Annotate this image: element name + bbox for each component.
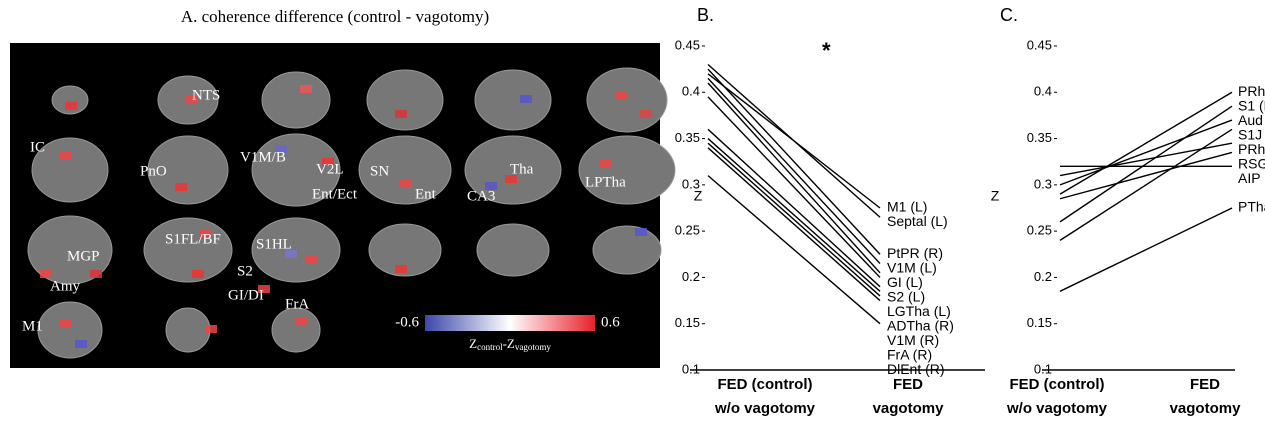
activation-blob: [400, 180, 412, 188]
colorbar: [425, 315, 595, 331]
panel-title: B.: [697, 5, 714, 25]
region-label: LPTha: [585, 174, 626, 190]
y-tick-label: 0.15: [1027, 315, 1052, 330]
region-label: MGP: [67, 248, 100, 264]
region-label: SN: [370, 163, 389, 179]
colorbar-max: 0.6: [601, 314, 620, 330]
activation-blob: [300, 85, 312, 93]
activation-blob: [295, 318, 307, 326]
x-tick-label: FED (control): [1010, 376, 1105, 393]
series-label: AIP (R): [1238, 170, 1265, 186]
activation-blob: [205, 325, 217, 333]
series-label: PTha (R): [1238, 199, 1265, 215]
y-tick-label: 0.4: [1034, 84, 1052, 99]
y-axis-label: Z: [991, 188, 1000, 204]
label-part: Z: [469, 336, 477, 351]
activation-blob: [65, 102, 77, 110]
region-label: Amy: [50, 278, 81, 294]
y-tick-label: 0.25: [675, 223, 700, 238]
series-line: [708, 65, 880, 218]
y-tick-label: 0.25: [1027, 223, 1052, 238]
region-label: Ent: [415, 186, 437, 202]
colorbar-min: -0.6: [395, 314, 419, 330]
y-tick-label: 0.1: [682, 361, 700, 376]
brain-slice: [477, 224, 549, 276]
label-part: vagotomy: [515, 342, 551, 352]
series-label: Septal (L): [887, 213, 948, 229]
region-label: NTS: [192, 87, 220, 103]
y-tick-label: 0.45: [675, 37, 700, 52]
activation-blob: [90, 270, 102, 278]
label-part: control: [477, 342, 503, 352]
region-label: Tha: [510, 161, 534, 177]
x-tick-label: FED: [1190, 376, 1220, 393]
y-tick-label: 0.35: [675, 130, 700, 145]
brain-slice: [593, 226, 661, 274]
y-tick-label: 0.45: [1027, 37, 1052, 52]
x-tick-label: FED: [893, 376, 923, 393]
activation-blob: [175, 183, 187, 191]
region-label: S1HL: [256, 236, 292, 252]
x-tick-label: w/o vagotomy: [714, 400, 816, 417]
panel-title: C.: [1000, 5, 1018, 25]
figure: A. coherence difference (control - vagot…: [0, 0, 1265, 423]
region-label: M1: [22, 318, 43, 334]
region-label: CA3: [467, 188, 495, 204]
series-line: [1060, 92, 1232, 194]
region-label: S2: [237, 263, 253, 279]
brain-slice: [144, 218, 232, 282]
y-tick-label: 0.2: [682, 269, 700, 284]
x-tick-label: w/o vagotomy: [1006, 400, 1108, 417]
region-label: IC: [30, 139, 45, 155]
series-label: DlEnt (R): [887, 361, 945, 377]
significance-mark: *: [822, 38, 831, 63]
brain-slice: [166, 308, 210, 352]
region-label: V2L: [316, 161, 344, 177]
activation-blob: [635, 228, 647, 236]
y-tick-label: 0.15: [675, 315, 700, 330]
region-label: S1FL/BF: [165, 231, 221, 247]
region-label: GI/DI: [228, 287, 264, 303]
region-label: PnO: [140, 163, 167, 179]
label-part: -Z: [503, 336, 515, 351]
brain-slice: [367, 70, 443, 130]
activation-blob: [395, 110, 407, 118]
activation-blob: [615, 92, 627, 100]
brain-slice: [38, 302, 102, 358]
activation-blob: [600, 160, 612, 168]
activation-blob: [395, 265, 407, 273]
x-tick-label: vagotomy: [1170, 400, 1242, 417]
x-tick-label: vagotomy: [873, 400, 945, 417]
activation-blob: [305, 255, 317, 263]
y-tick-label: 0.4: [682, 84, 700, 99]
region-label: Ent/Ect: [312, 186, 358, 202]
activation-blob: [75, 340, 87, 348]
activation-blob: [192, 270, 204, 278]
y-tick-label: 0.1: [1034, 361, 1052, 376]
activation-blob: [520, 95, 532, 103]
activation-blob: [40, 270, 52, 278]
series-line: [708, 143, 880, 296]
panel-a-title: A. coherence difference (control - vagot…: [181, 7, 489, 26]
y-tick-label: 0.3: [1034, 176, 1052, 191]
y-tick-label: 0.2: [1034, 269, 1052, 284]
activation-blob: [60, 152, 72, 160]
y-tick-label: 0.35: [1027, 130, 1052, 145]
series-line: [1060, 106, 1232, 222]
brain-slice: [262, 72, 330, 128]
brain-slice: [272, 308, 320, 352]
activation-blob: [640, 110, 652, 118]
activation-blob: [60, 320, 72, 328]
series-line: [1060, 129, 1232, 240]
brain-slice: [475, 70, 551, 130]
y-tick-label: 0.3: [682, 176, 700, 191]
series-line: [708, 129, 880, 286]
x-tick-label: FED (control): [718, 376, 813, 393]
brain-slice: [579, 136, 675, 204]
region-label: V1M/B: [240, 149, 286, 165]
region-label: FrA: [285, 296, 309, 312]
series-line: [708, 83, 880, 273]
series-line: [1060, 208, 1232, 291]
